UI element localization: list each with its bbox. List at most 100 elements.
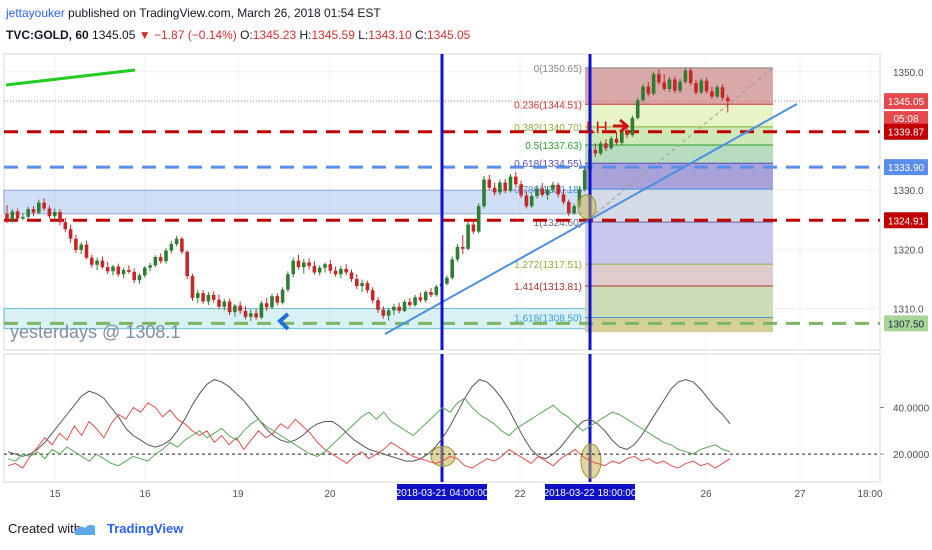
candle-body	[249, 313, 253, 317]
candle-body	[370, 290, 375, 301]
candle-body	[720, 87, 725, 98]
candle-body	[137, 275, 142, 281]
close-label: C:	[414, 28, 427, 42]
candle-body	[127, 270, 131, 272]
candle-body	[524, 195, 529, 207]
symbol-bar: TVC:GOLD, 60 1345.05 ▼ −1.87 (−0.14%) O:…	[6, 28, 470, 42]
candle-body	[376, 300, 380, 310]
candle-body	[482, 179, 486, 207]
candle-body	[609, 138, 613, 149]
candle-body	[270, 296, 274, 308]
left-arrow-icon	[277, 312, 290, 331]
time-tick-label: 26	[700, 489, 712, 500]
candle-body	[392, 306, 396, 311]
candle-body	[74, 238, 78, 250]
candle-body	[349, 272, 354, 279]
open-value: 1345.23	[252, 28, 297, 42]
candle-body	[37, 202, 41, 213]
candle-body	[704, 80, 709, 92]
high-value: 1345.59	[311, 28, 355, 42]
candle-body	[111, 266, 115, 272]
candle-body	[185, 251, 189, 276]
candle-body	[413, 297, 417, 306]
candle-body	[21, 216, 25, 219]
candle-body	[243, 310, 248, 317]
candle-body	[63, 222, 68, 230]
time-tick-label: 27	[794, 489, 806, 500]
fib-level-label: 1.618(1308.50)	[514, 313, 582, 324]
candle-body	[688, 70, 693, 84]
candle-body	[593, 149, 598, 154]
candle-body	[52, 212, 57, 217]
last-price-tag-box	[884, 93, 928, 110]
candle-body	[694, 83, 698, 93]
candle-body	[206, 294, 211, 302]
price-tick-label: 1320.0	[893, 245, 924, 256]
fib-band	[585, 222, 773, 265]
fib-level-label: 0.236(1344.51)	[514, 100, 582, 111]
candle-body	[222, 301, 227, 307]
candle-body	[508, 176, 513, 191]
candle-body	[434, 286, 439, 295]
candle-body	[211, 294, 216, 300]
candle-body	[519, 184, 523, 196]
price-tick-label: 1310.0	[893, 305, 924, 316]
annotation-lh: LH	[586, 118, 608, 137]
candle-body	[556, 184, 560, 195]
last-price: 1345.05	[92, 28, 136, 42]
countdown-tag: 05:08	[893, 114, 918, 125]
candle-body	[312, 265, 317, 273]
candle-body	[31, 209, 36, 213]
candle-body	[339, 268, 343, 275]
candle-body	[307, 262, 311, 266]
highlight-ellipse	[430, 445, 456, 467]
created-with-text: Created with	[8, 521, 81, 536]
fib-level-label: 0(1350.65)	[534, 64, 582, 75]
candle-body	[381, 309, 386, 316]
candle-body	[657, 74, 661, 83]
candle-body	[678, 81, 682, 91]
price-level-tag: 1339.87	[888, 128, 925, 139]
time-tick-label: 19	[232, 489, 244, 500]
candle-body	[667, 79, 672, 89]
price-level-tag-box	[884, 123, 928, 140]
vertical-marker-date-box	[545, 484, 635, 500]
countdown-box	[884, 111, 928, 127]
vertical-marker-date-box	[397, 484, 487, 500]
candle-body	[630, 117, 635, 136]
oscillator-series-line	[7, 397, 731, 467]
candle-body	[264, 303, 269, 308]
price-level-tag-box	[884, 159, 928, 176]
candle-body	[190, 276, 195, 298]
low-value: 1343.10	[368, 28, 412, 42]
candle-body	[174, 238, 179, 245]
time-tick-label: 18:00	[857, 489, 882, 500]
candle-body	[153, 257, 158, 266]
candle-body	[471, 224, 476, 232]
tradingview-brand-link[interactable]: TradingView	[106, 521, 184, 536]
author-link[interactable]: jettayouker	[6, 6, 65, 20]
open-label: O:	[240, 28, 253, 42]
candle-body	[572, 206, 576, 214]
candle-body	[42, 202, 46, 209]
close-value: 1345.05	[426, 28, 471, 42]
candle-body	[620, 131, 624, 143]
price-tick-label: 1350.0	[893, 68, 924, 79]
candle-body	[169, 244, 174, 251]
candle-body	[148, 265, 152, 268]
candle-body	[143, 267, 147, 276]
green-trend-line	[5, 68, 136, 87]
candle-body	[673, 79, 677, 91]
candle-body	[604, 143, 608, 149]
candle-body	[105, 267, 110, 272]
candle-body	[429, 291, 433, 295]
candle-body	[492, 187, 497, 193]
price-level-tag: 1307.50	[888, 319, 925, 330]
candle-body	[699, 80, 704, 93]
fib-level-label: 0.5(1337.63)	[525, 141, 582, 152]
annotation-yesterdays: yesterdays @ 1308.1	[10, 322, 180, 342]
vertical-marker-date-label: 2018-03-21 04:00:00	[396, 488, 489, 499]
candle-body	[487, 179, 492, 188]
candle-body	[567, 202, 571, 214]
